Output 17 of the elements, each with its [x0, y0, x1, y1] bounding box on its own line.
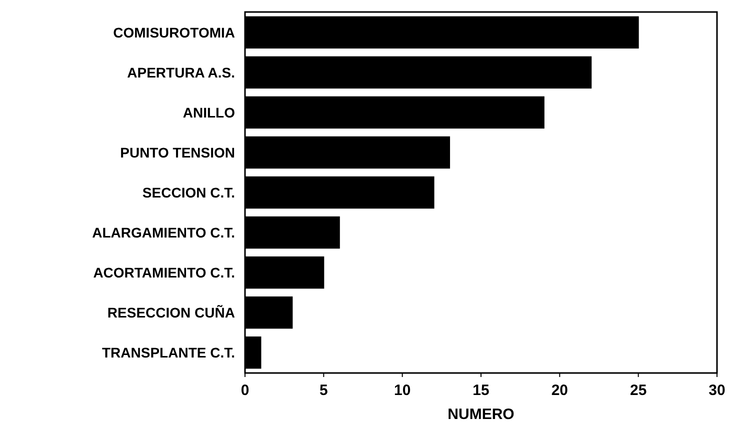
x-tick-label: 20 [551, 382, 568, 399]
x-tick-label: 30 [708, 382, 726, 399]
y-tick-label: TRANSPLANTE C.T. [102, 344, 235, 360]
y-tick-label: PUNTO TENSION [120, 144, 235, 160]
y-tick-label: APERTURA A.S. [127, 64, 235, 80]
y-tick-label: RESECCION CUÑA [107, 304, 235, 320]
x-tick-label: 0 [240, 382, 250, 399]
y-tick-label: ANILLO [182, 104, 236, 120]
y-tick-label: ACORTAMIENTO C.T. [93, 264, 235, 280]
x-tick-label: 5 [319, 382, 328, 399]
x-tick-label: 15 [472, 382, 490, 399]
x-tick-label: 10 [394, 382, 411, 399]
y-tick-label: ALARGAMIENTO C.T. [92, 224, 235, 240]
y-tick-label: COMISUROTOMIA [113, 24, 235, 40]
x-tick-label: 25 [630, 382, 647, 399]
y-tick-label: SECCION C.T. [142, 184, 235, 200]
x-axis-title: NUMERO [448, 406, 515, 423]
